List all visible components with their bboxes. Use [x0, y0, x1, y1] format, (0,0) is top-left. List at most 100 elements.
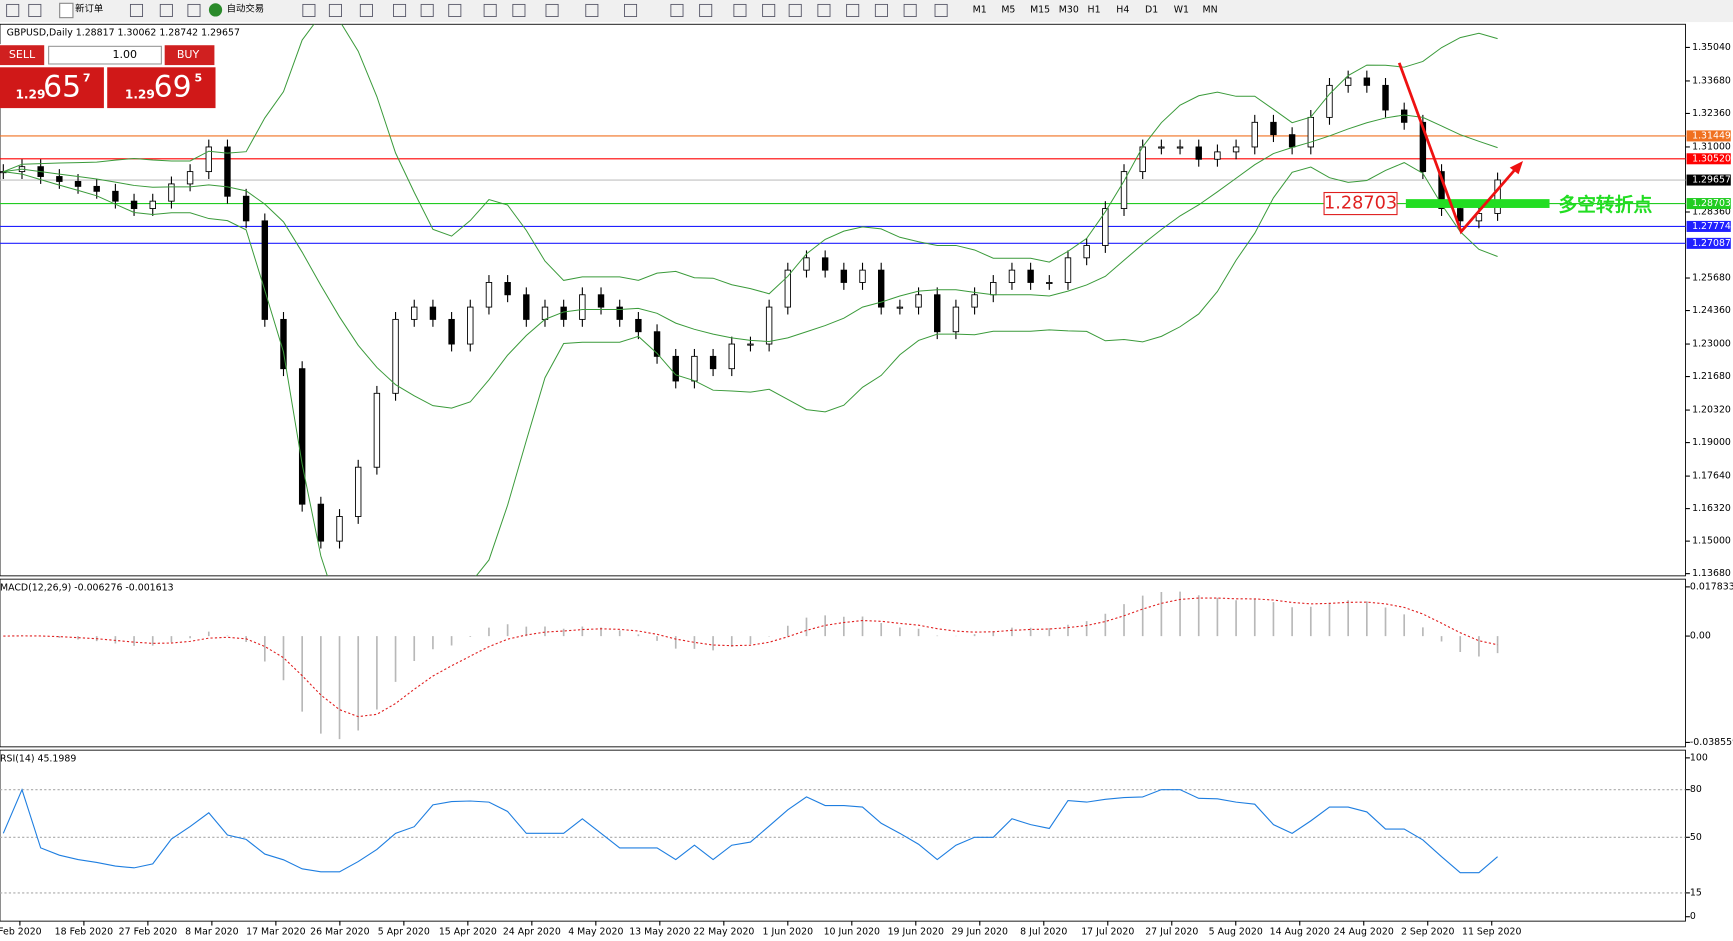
- tool-icon[interactable]: [159, 3, 173, 17]
- timeframe[interactable]: M30: [1059, 4, 1079, 15]
- candle-body: [1475, 213, 1483, 222]
- date-label: 10 Jun 2020: [824, 927, 880, 938]
- tool-icon[interactable]: [512, 3, 526, 17]
- tool-icon[interactable]: [874, 3, 888, 17]
- candle-body: [467, 306, 474, 345]
- price-tick-label: 1.15000: [1692, 536, 1731, 547]
- tool-icon[interactable]: [6, 3, 20, 17]
- price-tick-label: 1.17640: [1692, 471, 1731, 482]
- candle-body: [130, 200, 138, 209]
- candle-body: [840, 269, 848, 283]
- lots[interactable]: 1.00: [112, 48, 137, 61]
- candle-body: [317, 503, 325, 542]
- new-order-icon[interactable]: [59, 2, 74, 19]
- tool-icon[interactable]: [762, 3, 776, 17]
- sell-label[interactable]: SELL: [9, 48, 36, 61]
- candle-body: [186, 171, 194, 185]
- buy-button[interactable]: [164, 45, 215, 66]
- candle-body: [597, 294, 605, 308]
- trade-panel: SELL 1.00 BUY 1.29 65 7 1.29 69 5: [0, 44, 216, 109]
- candle-body: [1382, 84, 1389, 111]
- chart-header: GBPUSD,Daily 1.28817 1.30062 1.28742 1.2…: [7, 28, 240, 39]
- price-level-label: 1.31449: [1692, 130, 1731, 141]
- timeframe[interactable]: M15: [1030, 4, 1050, 15]
- timeframe[interactable]: D1: [1145, 4, 1158, 15]
- candle-body: [1251, 121, 1258, 148]
- macd-tick-label: 0.00: [1690, 631, 1711, 642]
- rsi-tick-label: 15: [1690, 887, 1702, 898]
- timeframe[interactable]: M5: [1001, 4, 1015, 15]
- candle-body: [504, 282, 511, 296]
- date-label: 17 Jul 2020: [1081, 927, 1134, 938]
- tool-icon[interactable]: [359, 3, 373, 17]
- candle-body: [896, 306, 904, 309]
- date-label: 24 Apr 2020: [503, 927, 561, 938]
- date-label: 8 Jul 2020: [1020, 927, 1067, 938]
- macd-panel: [0, 578, 1686, 748]
- sell-button[interactable]: [0, 45, 45, 66]
- rsi-label: RSI(14) 45.1989: [0, 753, 76, 764]
- tool-icon[interactable]: [393, 3, 407, 17]
- candle-body: [952, 306, 960, 333]
- ask-box[interactable]: [107, 67, 216, 109]
- tool-icon[interactable]: [302, 3, 316, 17]
- tool-icon[interactable]: [817, 3, 831, 17]
- timeframe[interactable]: H4: [1116, 4, 1129, 15]
- auto-trading-icon[interactable]: [208, 3, 223, 17]
- tool-icon[interactable]: [187, 3, 201, 17]
- price-tick-label: 1.33680: [1692, 75, 1731, 86]
- candle-body: [149, 200, 156, 209]
- ask-point: 5: [195, 71, 203, 84]
- price-level-label: 1.27774: [1692, 221, 1731, 232]
- candle-body: [1027, 269, 1034, 283]
- price-tick-label: 1.16320: [1692, 503, 1731, 514]
- tool-icon[interactable]: [699, 3, 713, 17]
- timeframe[interactable]: M1: [973, 4, 987, 15]
- tool-icon[interactable]: [788, 3, 802, 17]
- annotation-text: 多空转折点: [1558, 193, 1652, 216]
- price-level-tag: [1686, 237, 1731, 249]
- candle-body: [1214, 151, 1221, 160]
- price-tick-label: 1.20320: [1692, 405, 1731, 416]
- tool-icon[interactable]: [448, 3, 462, 17]
- price-level-tag: [1686, 174, 1731, 186]
- date-label: 5 Aug 2020: [1209, 927, 1263, 938]
- lots-input[interactable]: [48, 45, 162, 65]
- arrow-head: [1509, 161, 1524, 175]
- new-order[interactable]: 新订单: [75, 2, 103, 14]
- tool-icon[interactable]: [545, 3, 559, 17]
- tool-icon[interactable]: [670, 3, 684, 17]
- timeframe[interactable]: W1: [1174, 4, 1189, 15]
- candle-body: [93, 185, 100, 192]
- buy-label[interactable]: BUY: [177, 48, 200, 61]
- candle-body: [1270, 121, 1277, 136]
- tool-icon[interactable]: [129, 3, 144, 17]
- tool-icon[interactable]: [585, 3, 599, 17]
- tool-icon[interactable]: [28, 3, 42, 17]
- candle-body: [411, 306, 418, 320]
- tool-icon[interactable]: [328, 3, 342, 17]
- date-label: 27 Jul 2020: [1145, 927, 1198, 938]
- price-level-label: 1.28703: [1692, 198, 1731, 209]
- timeframe[interactable]: MN: [1202, 4, 1217, 15]
- price-tick-label: 1.25680: [1692, 273, 1731, 284]
- tool-icon[interactable]: [903, 3, 917, 17]
- tool-icon[interactable]: [624, 3, 638, 17]
- trend-arrow: [1397, 62, 1520, 235]
- tool-icon[interactable]: [483, 3, 497, 17]
- rsi-tick-label: 0: [1690, 911, 1696, 922]
- tool-icon[interactable]: [934, 3, 948, 17]
- tool-icon[interactable]: [733, 3, 747, 17]
- candle-body: [616, 306, 623, 320]
- macd-tick-label: 0.017833: [1690, 581, 1733, 592]
- auto-trading[interactable]: 自动交易: [227, 2, 265, 14]
- tool-icon[interactable]: [846, 3, 860, 17]
- bid-box[interactable]: [0, 67, 104, 109]
- date-label: 14 Aug 2020: [1270, 927, 1330, 938]
- price-level-label: 1.29657: [1692, 175, 1731, 186]
- price-level-tag: [1686, 198, 1731, 210]
- timeframe[interactable]: H1: [1088, 4, 1101, 15]
- tool-icon[interactable]: [420, 3, 434, 17]
